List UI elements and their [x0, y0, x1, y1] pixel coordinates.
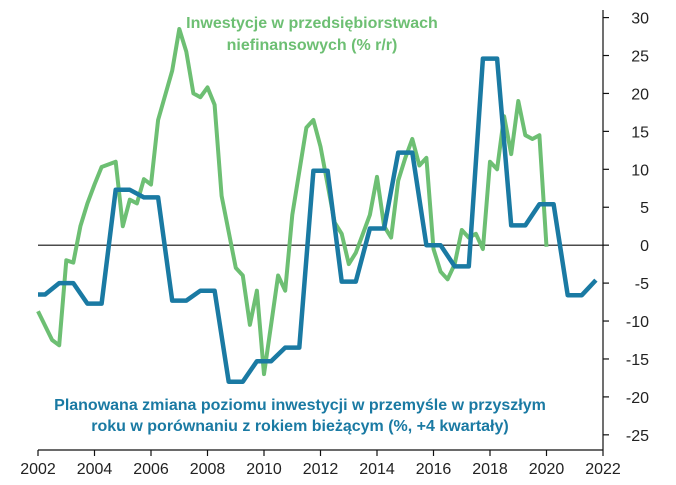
y-tick-label: -25	[626, 428, 649, 445]
y-tick-label: 10	[631, 162, 649, 179]
y-tick-label: -15	[626, 352, 649, 369]
y-tick-label: -20	[626, 390, 649, 407]
x-tick-label: 2002	[20, 461, 56, 478]
green-series-label-line-1: Inwestycje w przedsiębiorstwach	[186, 15, 438, 32]
green-series-label-line-2: niefinansowych (% r/r)	[227, 37, 398, 54]
y-tick-label: 30	[631, 11, 649, 28]
blue-planned-change-series-line	[38, 56, 598, 384]
x-tick-label: 2020	[529, 461, 565, 478]
x-axis: 2002 2004 2006 2008 2010 2012 2014 2016 2018 2020…	[20, 449, 621, 478]
x-tick-label: 2012	[303, 461, 339, 478]
y-tick-label: 5	[640, 200, 649, 217]
x-tick-label: 2004	[77, 461, 113, 478]
x-tick-label: 2006	[133, 461, 169, 478]
y-axis: 30 25 20 15 10 5 0 -5 -10 -15 -20 -25	[602, 10, 649, 450]
series-layer	[36, 27, 598, 384]
y-tick-label: 15	[631, 124, 649, 141]
x-tick-label: 2016	[416, 461, 452, 478]
x-tick-label: 2018	[472, 461, 508, 478]
series-labels: Inwestycje w przedsiębiorstwach niefinan…	[54, 15, 546, 435]
x-tick-label: 2008	[190, 461, 226, 478]
y-tick-label: 0	[640, 238, 649, 255]
y-tick-label: 25	[631, 49, 649, 66]
green-investment-series-line	[36, 27, 549, 377]
y-tick-label: -10	[626, 314, 649, 331]
blue-series-label-line-2: roku w porównaniu z rokiem bieżącym (%, …	[91, 418, 508, 435]
x-tick-label: 2010	[246, 461, 282, 478]
x-tick-label: 2014	[359, 461, 395, 478]
blue-series-label-line-1: Planowana zmiana poziomu inwestycji w pr…	[54, 397, 546, 414]
y-tick-label: -5	[635, 276, 649, 293]
y-tick-label: 20	[631, 86, 649, 103]
x-tick-label: 2022	[585, 461, 621, 478]
